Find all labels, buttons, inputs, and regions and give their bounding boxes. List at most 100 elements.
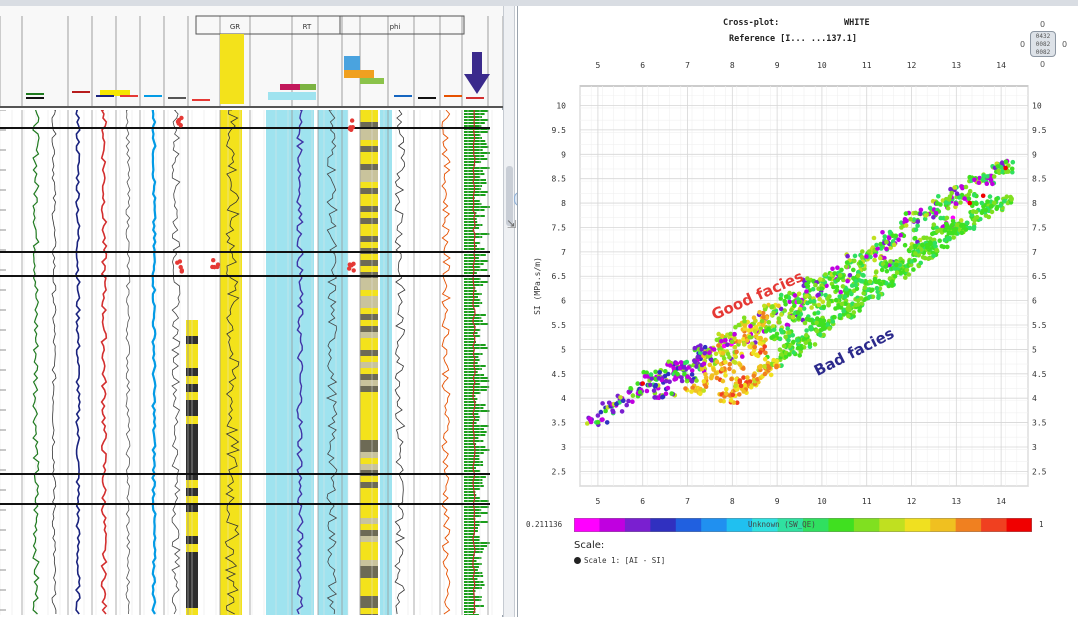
core-marker (349, 118, 355, 123)
litho-cell (360, 326, 378, 332)
data-point (831, 314, 837, 320)
data-point (689, 372, 695, 377)
facies-bar (464, 212, 477, 214)
well-log-panel[interactable]: GR RT phi (0, 6, 503, 617)
litho-cell (360, 410, 378, 416)
colorbar-segment (574, 518, 600, 532)
facies-bar (464, 131, 489, 133)
facies-bar (464, 347, 488, 349)
data-point (689, 389, 694, 394)
x-tick-label: 11 (862, 497, 872, 506)
data-point (779, 312, 784, 317)
colorbar-segment (675, 518, 702, 532)
data-point (948, 186, 953, 192)
data-point (778, 327, 784, 333)
facies-bar (464, 230, 475, 232)
data-point (686, 365, 691, 370)
y-tick-label: 4.5 (552, 370, 567, 379)
data-point (826, 302, 831, 308)
facies-bar (464, 614, 479, 615)
data-point (804, 332, 809, 338)
facies-bar (464, 533, 475, 535)
data-point (979, 210, 985, 216)
data-point (898, 232, 903, 238)
litho-cell (360, 578, 378, 584)
data-point (804, 328, 809, 333)
data-point (791, 339, 796, 345)
data-point (667, 379, 672, 385)
data-point (663, 369, 668, 374)
facies-bar (464, 518, 476, 520)
data-point (952, 185, 957, 190)
data-point (832, 271, 837, 276)
facies-bar (464, 419, 480, 421)
y-tick-label: 2.5 (552, 467, 567, 476)
facies-bar (464, 164, 476, 166)
data-point (821, 318, 827, 324)
crossplot-chart[interactable]: 5 5 6 6 7 7 8 8 9 9 10 10 11 11 12 12 13 13 14 14 2.5 2.5 3 3 3.… (518, 46, 1078, 516)
facies-bar (464, 407, 484, 409)
data-point (911, 217, 917, 222)
splitter-scroll-thumb[interactable] (506, 166, 513, 226)
data-point (887, 229, 893, 235)
data-point (653, 376, 658, 382)
facies-bar (464, 239, 475, 241)
data-point (830, 266, 835, 272)
navigation-widget[interactable]: 0 0 0 0 0432 0082 0082 (1016, 20, 1072, 70)
data-point (809, 305, 814, 310)
litho-cell (360, 362, 378, 368)
data-point (952, 229, 958, 234)
data-point (876, 295, 881, 301)
data-point (868, 287, 874, 293)
facies-bar (464, 125, 482, 127)
data-point (786, 338, 791, 343)
data-point (732, 331, 737, 337)
data-point (777, 347, 783, 353)
x-tick-label-top: 8 (730, 61, 735, 70)
data-point (757, 310, 762, 315)
litho-cell (360, 518, 378, 524)
data-point (896, 237, 901, 242)
litho-cell (360, 152, 378, 158)
log-tracks[interactable] (0, 110, 503, 615)
data-point (697, 391, 703, 397)
data-point (888, 259, 893, 264)
data-point (791, 350, 796, 355)
data-point (931, 215, 936, 220)
data-point (719, 339, 724, 344)
data-point (665, 371, 671, 377)
data-point (630, 399, 635, 405)
colorbar-segment (624, 518, 651, 532)
data-point (979, 200, 985, 206)
data-point (649, 376, 654, 381)
y-tick-label-right: 8 (1032, 199, 1037, 208)
data-point (767, 365, 772, 371)
facies-bar (464, 569, 478, 571)
data-point (834, 287, 840, 293)
scale-legend-item[interactable]: Scale 1: [AI - SI] (574, 556, 665, 565)
data-point (652, 395, 658, 400)
saturation-curve (325, 110, 338, 615)
facies-bar (464, 287, 476, 289)
y-tick-label: 6.5 (552, 272, 567, 281)
data-point (720, 378, 726, 384)
panel-splitter[interactable] (503, 6, 515, 617)
header-litho-swatch (220, 34, 244, 104)
data-point (742, 323, 748, 328)
data-point (663, 391, 669, 397)
litho-cell (360, 614, 378, 615)
data-point (635, 381, 640, 386)
core-marker (177, 259, 183, 264)
scale-dot-icon (574, 557, 581, 564)
nav-center-button[interactable]: 0432 0082 0082 (1030, 31, 1056, 57)
core-marker (212, 264, 217, 270)
data-point (820, 299, 826, 305)
resize-grip-icon[interactable]: ⇲ (507, 218, 517, 231)
litho-cell (360, 398, 378, 404)
facies-bar (464, 203, 482, 205)
data-point (815, 316, 820, 321)
facies-bar (464, 185, 483, 187)
data-point (908, 216, 913, 222)
data-point (678, 360, 684, 365)
colorbar-segment (981, 518, 1008, 532)
